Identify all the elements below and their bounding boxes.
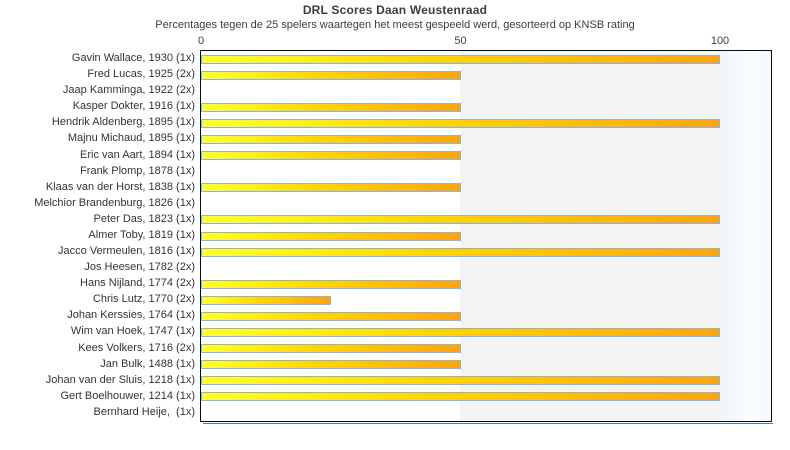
y-axis-label: Majnu Michaud, 1895 (1x): [67, 132, 195, 145]
bar: [201, 183, 461, 193]
bar: [201, 376, 720, 386]
y-axis-label: Bernhard Heije, (1x): [93, 405, 196, 418]
bar: [201, 151, 461, 161]
plot-area: [200, 50, 772, 422]
bar: [201, 344, 461, 354]
chart-subtitle: Percentages tegen de 25 spelers waartege…: [155, 19, 635, 31]
x-axis-tick: 50: [454, 35, 467, 47]
bar: [201, 328, 720, 338]
y-axis-label: Jaap Kamminga, 1922 (2x): [62, 84, 195, 97]
y-axis-label: Gert Boelhouwer, 1214 (1x): [60, 389, 195, 402]
y-axis-label: Almer Toby, 1819 (1x): [88, 228, 195, 241]
x-axis: 0 50 100: [0, 35, 790, 48]
y-axis-label: Johan van der Sluis, 1218 (1x): [45, 373, 195, 386]
y-axis-label: Kasper Dokter, 1916 (1x): [72, 100, 195, 113]
y-axis-label: Kees Volkers, 1716 (2x): [78, 341, 195, 354]
y-axis-label: Frank Plomp, 1878 (1x): [80, 164, 195, 177]
y-axis-label: Hendrik Aldenberg, 1895 (1x): [51, 116, 195, 129]
bar: [201, 295, 331, 305]
bar: [201, 279, 461, 289]
y-axis-label: Klaas van der Horst, 1838 (1x): [45, 180, 195, 193]
y-axis-label: Hans Nijland, 1774 (2x): [80, 277, 195, 290]
bar: [201, 134, 461, 144]
bar: [201, 102, 461, 112]
y-axis-label: Gavin Wallace, 1930 (1x): [71, 52, 195, 64]
bar: [201, 231, 461, 241]
bar: [201, 311, 461, 321]
bar: [201, 118, 720, 128]
x-axis-tick: 100: [710, 35, 730, 47]
bar: [201, 360, 461, 370]
y-axis-labels: Gavin Wallace, 1930 (1x) Fred Lucas, 1925…: [0, 50, 195, 420]
bar: [201, 215, 720, 225]
bar: [201, 247, 720, 257]
y-axis-label: Johan Kerssies, 1764 (1x): [67, 309, 195, 322]
y-axis-label: Melchior Brandenburg, 1826 (1x): [34, 196, 195, 209]
y-axis-label: Jos Heesen, 1782 (2x): [84, 261, 195, 274]
plot-shadow-line: [203, 423, 773, 424]
y-axis-label: Jacco Vermeulen, 1816 (1x): [58, 245, 195, 258]
y-axis-label: Chris Lutz, 1770 (2x): [92, 293, 195, 306]
y-axis-label: Fred Lucas, 1925 (2x): [87, 68, 195, 81]
y-axis-label: Eric van Aart, 1894 (1x): [80, 148, 195, 161]
bar: [201, 392, 720, 402]
chart-title: DRL Scores Daan Weustenraad: [302, 3, 488, 17]
bar: [201, 54, 720, 64]
y-axis-label: Peter Das, 1823 (1x): [93, 212, 196, 225]
x-axis-tick: 0: [197, 35, 205, 47]
y-axis-label: Wim van Hoek, 1747 (1x): [70, 325, 195, 338]
bar: [201, 70, 461, 80]
y-axis-label: Jan Bulk, 1488 (1x): [100, 357, 195, 370]
